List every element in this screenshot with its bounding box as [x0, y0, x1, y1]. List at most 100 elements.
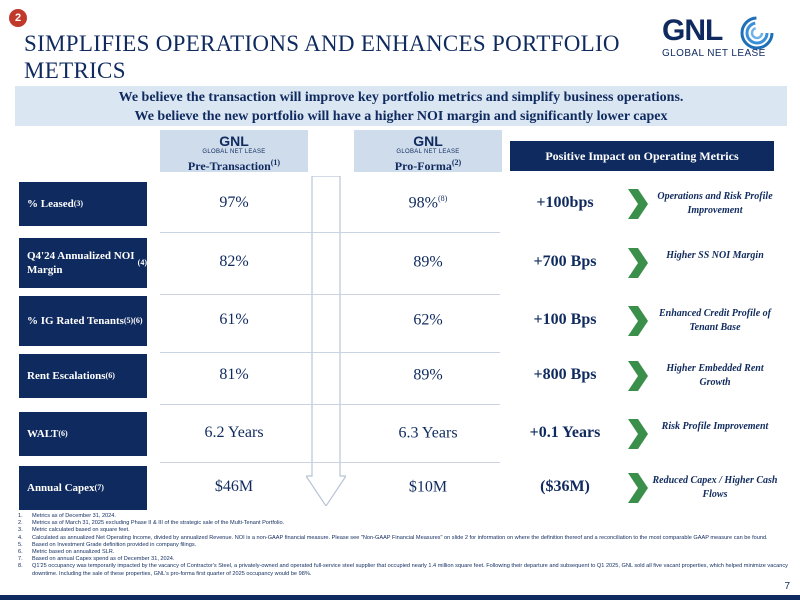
row-label-note: (5)(6) — [123, 316, 143, 325]
row-label-text: Annual Capex — [27, 482, 95, 494]
pro-logo-word: GNL — [413, 133, 443, 149]
pre-transaction-value: 97% — [219, 194, 249, 211]
pro-forma-value: 6.3 Years — [354, 424, 502, 442]
footnote: 5. Based on Investment Grade definition p… — [18, 542, 788, 549]
footnote: 4. Calculated as annualized Net Operating… — [18, 535, 788, 542]
footnote-text: Q1'25 occupancy was temporarily impacted… — [32, 563, 788, 577]
footnote: 8. Q1'25 occupancy was temporarily impact… — [18, 563, 788, 577]
row-label-note: (3) — [73, 199, 84, 208]
chevron-right-icon — [628, 189, 648, 219]
metric-change: +100bps — [536, 194, 594, 211]
metric-change: +700 Bps — [533, 253, 597, 270]
pro-forma-header: GNL GLOBAL NET LEASE Pro-Forma(2) — [354, 130, 502, 173]
pro-header-label: Pro-Forma(2) — [394, 158, 462, 173]
chevron-right-icon — [628, 306, 648, 336]
summary-banner: We believe the transaction will improve … — [15, 86, 787, 126]
footnote-text: Based on Investment Grade definition pro… — [32, 541, 197, 548]
row-label-text: % Leased — [27, 198, 74, 210]
row-label: Annual Capex (7) — [19, 466, 147, 510]
pro-forma-value: $10M — [354, 478, 502, 496]
footnote-number: 5. — [18, 541, 23, 548]
footnote: 7. Based on annual Capex spend as of Dece… — [18, 556, 788, 563]
pre-transaction-value: 61% — [219, 311, 249, 328]
pro-forma-value: 89% — [354, 253, 502, 271]
impact-header: Positive Impact on Operating Metrics — [510, 141, 774, 171]
row-label: Rent Escalations (6) — [19, 354, 147, 398]
row-divider — [160, 462, 500, 463]
pro-forma-value: 62% — [354, 311, 502, 329]
pro-forma-value: 98%(8) — [354, 194, 502, 212]
row-label: Q4'24 Annualized NOI Margin (4) — [19, 238, 147, 288]
pro-forma-value-text: 62% — [413, 311, 443, 329]
pro-forma-note: (8) — [438, 194, 448, 203]
pro-forma-value: 89% — [354, 366, 502, 384]
row-label-note: (7) — [94, 483, 104, 492]
footnote: 6. Metric based on annualized SLR. — [18, 549, 788, 556]
impact-description: Risk Profile Improvement — [661, 421, 769, 432]
impact-description: Higher SS NOI Margin — [666, 250, 764, 261]
pro-forma-value-text: 89% — [413, 253, 443, 271]
pro-forma-value-text: 98% — [408, 194, 438, 212]
chevron-right-icon — [628, 361, 648, 391]
footnote-text: Metric based on annualized SLR. — [32, 549, 115, 556]
transition-arrow-icon — [306, 176, 346, 506]
pre-transaction-header: GNL GLOBAL NET LEASE Pre-Transaction(1) — [160, 130, 308, 173]
pro-forma-value-text: $10M — [408, 478, 448, 496]
footnote-text: Calculated as annualized Net Operating I… — [32, 534, 768, 541]
row-label-note: (6) — [58, 429, 68, 438]
row-divider — [160, 404, 500, 405]
slide-number-badge: 2 — [9, 9, 27, 27]
footnote-number: 6. — [18, 549, 23, 556]
footnote: 3. Metric calculated based on square feet… — [18, 527, 788, 534]
row-label: WALT (6) — [19, 412, 147, 456]
footnote-text: Metrics as of March 31, 2025 excluding P… — [32, 520, 285, 527]
pre-header-label: Pre-Transaction(1) — [187, 158, 281, 173]
pro-logo-sub: GLOBAL NET LEASE — [396, 149, 460, 155]
page-number: 7 — [784, 581, 790, 592]
footnote-text: Metrics as of December 31, 2024. — [32, 513, 116, 519]
footnote-number: 3. — [18, 527, 23, 534]
footnote-text: Metric calculated based on square feet. — [32, 527, 130, 534]
pre-logo-sub: GLOBAL NET LEASE — [202, 149, 266, 155]
impact-description: Operations and Risk Profile Improvement — [657, 191, 773, 216]
pre-transaction-value: 82% — [219, 253, 249, 270]
impact-description: Enhanced Credit Profile of Tenant Base — [659, 308, 771, 333]
pro-forma-value-text: 89% — [413, 366, 443, 384]
banner-line-2: We believe the new portfolio will have a… — [134, 109, 668, 124]
row-label-note: (6) — [105, 371, 115, 380]
row-label-text: Rent Escalations — [27, 370, 106, 382]
pre-transaction-value: 81% — [219, 366, 249, 383]
banner-line-1: We believe the transaction will improve … — [118, 90, 684, 105]
metric-change: +100 Bps — [533, 311, 597, 328]
logo-word: GNL — [662, 14, 723, 47]
chevron-right-icon — [628, 248, 648, 278]
impact-description: Reduced Capex / Higher Cash Flows — [652, 475, 778, 500]
footnote-text: Based on annual Capex spend as of Decemb… — [32, 556, 175, 563]
pre-logo-word: GNL — [219, 133, 249, 149]
footnote-number: 8. — [18, 563, 23, 570]
chevron-right-icon — [628, 473, 648, 503]
footnote-number: 4. — [18, 534, 23, 541]
row-divider — [160, 294, 500, 295]
pro-forma-value-text: 6.3 Years — [398, 424, 458, 442]
bottom-bar — [0, 595, 800, 600]
chevron-right-icon — [628, 419, 648, 449]
company-logo: GNL GLOBAL NET LEASE — [660, 12, 778, 62]
row-divider — [160, 232, 500, 233]
pre-transaction-value: 6.2 Years — [204, 424, 264, 441]
impact-description: Higher Embedded Rent Growth — [666, 363, 764, 388]
row-label-text: Q4'24 Annualized NOI Margin — [27, 250, 135, 276]
pre-transaction-value: $46M — [214, 478, 254, 495]
footnote-number: 1. — [18, 513, 23, 519]
footnote-number: 2. — [18, 520, 23, 527]
page-title: SIMPLIFIES OPERATIONS AND ENHANCES PORTF… — [24, 31, 620, 83]
footnote: 2. Metrics as of March 31, 2025 excluding… — [18, 520, 788, 527]
row-label: % Leased (3) — [19, 182, 147, 226]
footnote-number: 7. — [18, 556, 23, 563]
logo-subtitle: GLOBAL NET LEASE — [662, 48, 766, 59]
footnote: 1. Metrics as of December 31, 2024. — [18, 513, 788, 520]
metric-change: +800 Bps — [533, 366, 597, 383]
metric-change: ($36M) — [540, 478, 590, 495]
metric-change: +0.1 Years — [529, 424, 601, 441]
row-divider — [160, 352, 500, 353]
